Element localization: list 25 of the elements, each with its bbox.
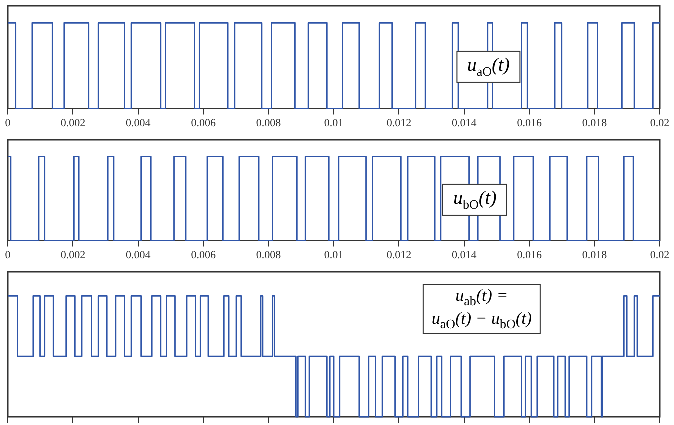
text: u$_{ab}$(t) = u$_{aO}$(t) − u$_{bO}$(t) xyxy=(432,286,532,332)
x-tick-label: 0.006 xyxy=(191,249,216,262)
x-tick-label: 0.012 xyxy=(386,117,412,130)
x-tick-label: 0 xyxy=(5,249,12,262)
x-tick-label: 0.014 xyxy=(452,117,478,130)
x-tick-label: 0.01 xyxy=(324,117,344,130)
annotation: u$_{bO}$(t) xyxy=(442,184,508,216)
x-tick-label: 0.01 xyxy=(324,249,344,262)
x-tick-label: 0.008 xyxy=(256,249,282,262)
x-tick-label: 0.006 xyxy=(191,117,216,130)
x-tick-label: 0.012 xyxy=(386,249,412,262)
x-tick-label: 0.014 xyxy=(452,249,478,262)
x-tick-label: 0.016 xyxy=(517,117,542,130)
x-tick-label: 0.02 xyxy=(650,117,670,130)
x-tick-label: 0 xyxy=(5,117,12,130)
x-tick-label: 0.002 xyxy=(60,249,86,262)
x-tick-label: 0.002 xyxy=(60,117,86,130)
x-tick-label: 0.018 xyxy=(582,249,608,262)
x-tick-label: 0.004 xyxy=(126,117,152,130)
x-tick-label: 0.018 xyxy=(582,117,608,130)
x-tick-label: 0.008 xyxy=(256,117,282,130)
x-tick-label: 0.004 xyxy=(126,249,152,262)
annotation: u$_{aO}$(t) xyxy=(456,50,521,84)
x-tick-label: 0.016 xyxy=(517,249,542,262)
x-tick-label: 0.02 xyxy=(650,249,670,262)
